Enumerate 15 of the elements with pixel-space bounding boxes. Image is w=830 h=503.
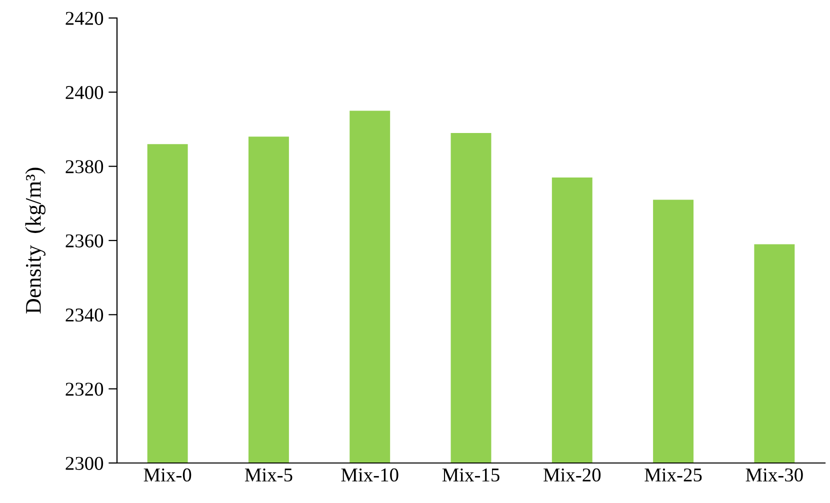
y-axis-title: Density (kg/m³) bbox=[25, 168, 46, 314]
y-tick-label: 2340 bbox=[66, 308, 104, 322]
y-tick-label: 2380 bbox=[66, 160, 104, 174]
x-tick-label: Mix-10 bbox=[341, 468, 398, 482]
y-tick-label: 2400 bbox=[66, 86, 104, 100]
y-tick-label: 2360 bbox=[66, 234, 104, 248]
x-tick-label: Mix-15 bbox=[442, 468, 500, 482]
x-tick-label: Mix-30 bbox=[746, 468, 803, 482]
x-tick-label: Mix-5 bbox=[244, 468, 292, 482]
y-tick-label: 2300 bbox=[66, 456, 104, 470]
y-tick-label: 2320 bbox=[66, 382, 104, 396]
x-tick-label: Mix-25 bbox=[644, 468, 702, 482]
y-tick-label: 2420 bbox=[66, 12, 104, 25]
x-tick-label: Mix-0 bbox=[144, 468, 192, 482]
x-tick-label: Mix-20 bbox=[544, 468, 601, 482]
